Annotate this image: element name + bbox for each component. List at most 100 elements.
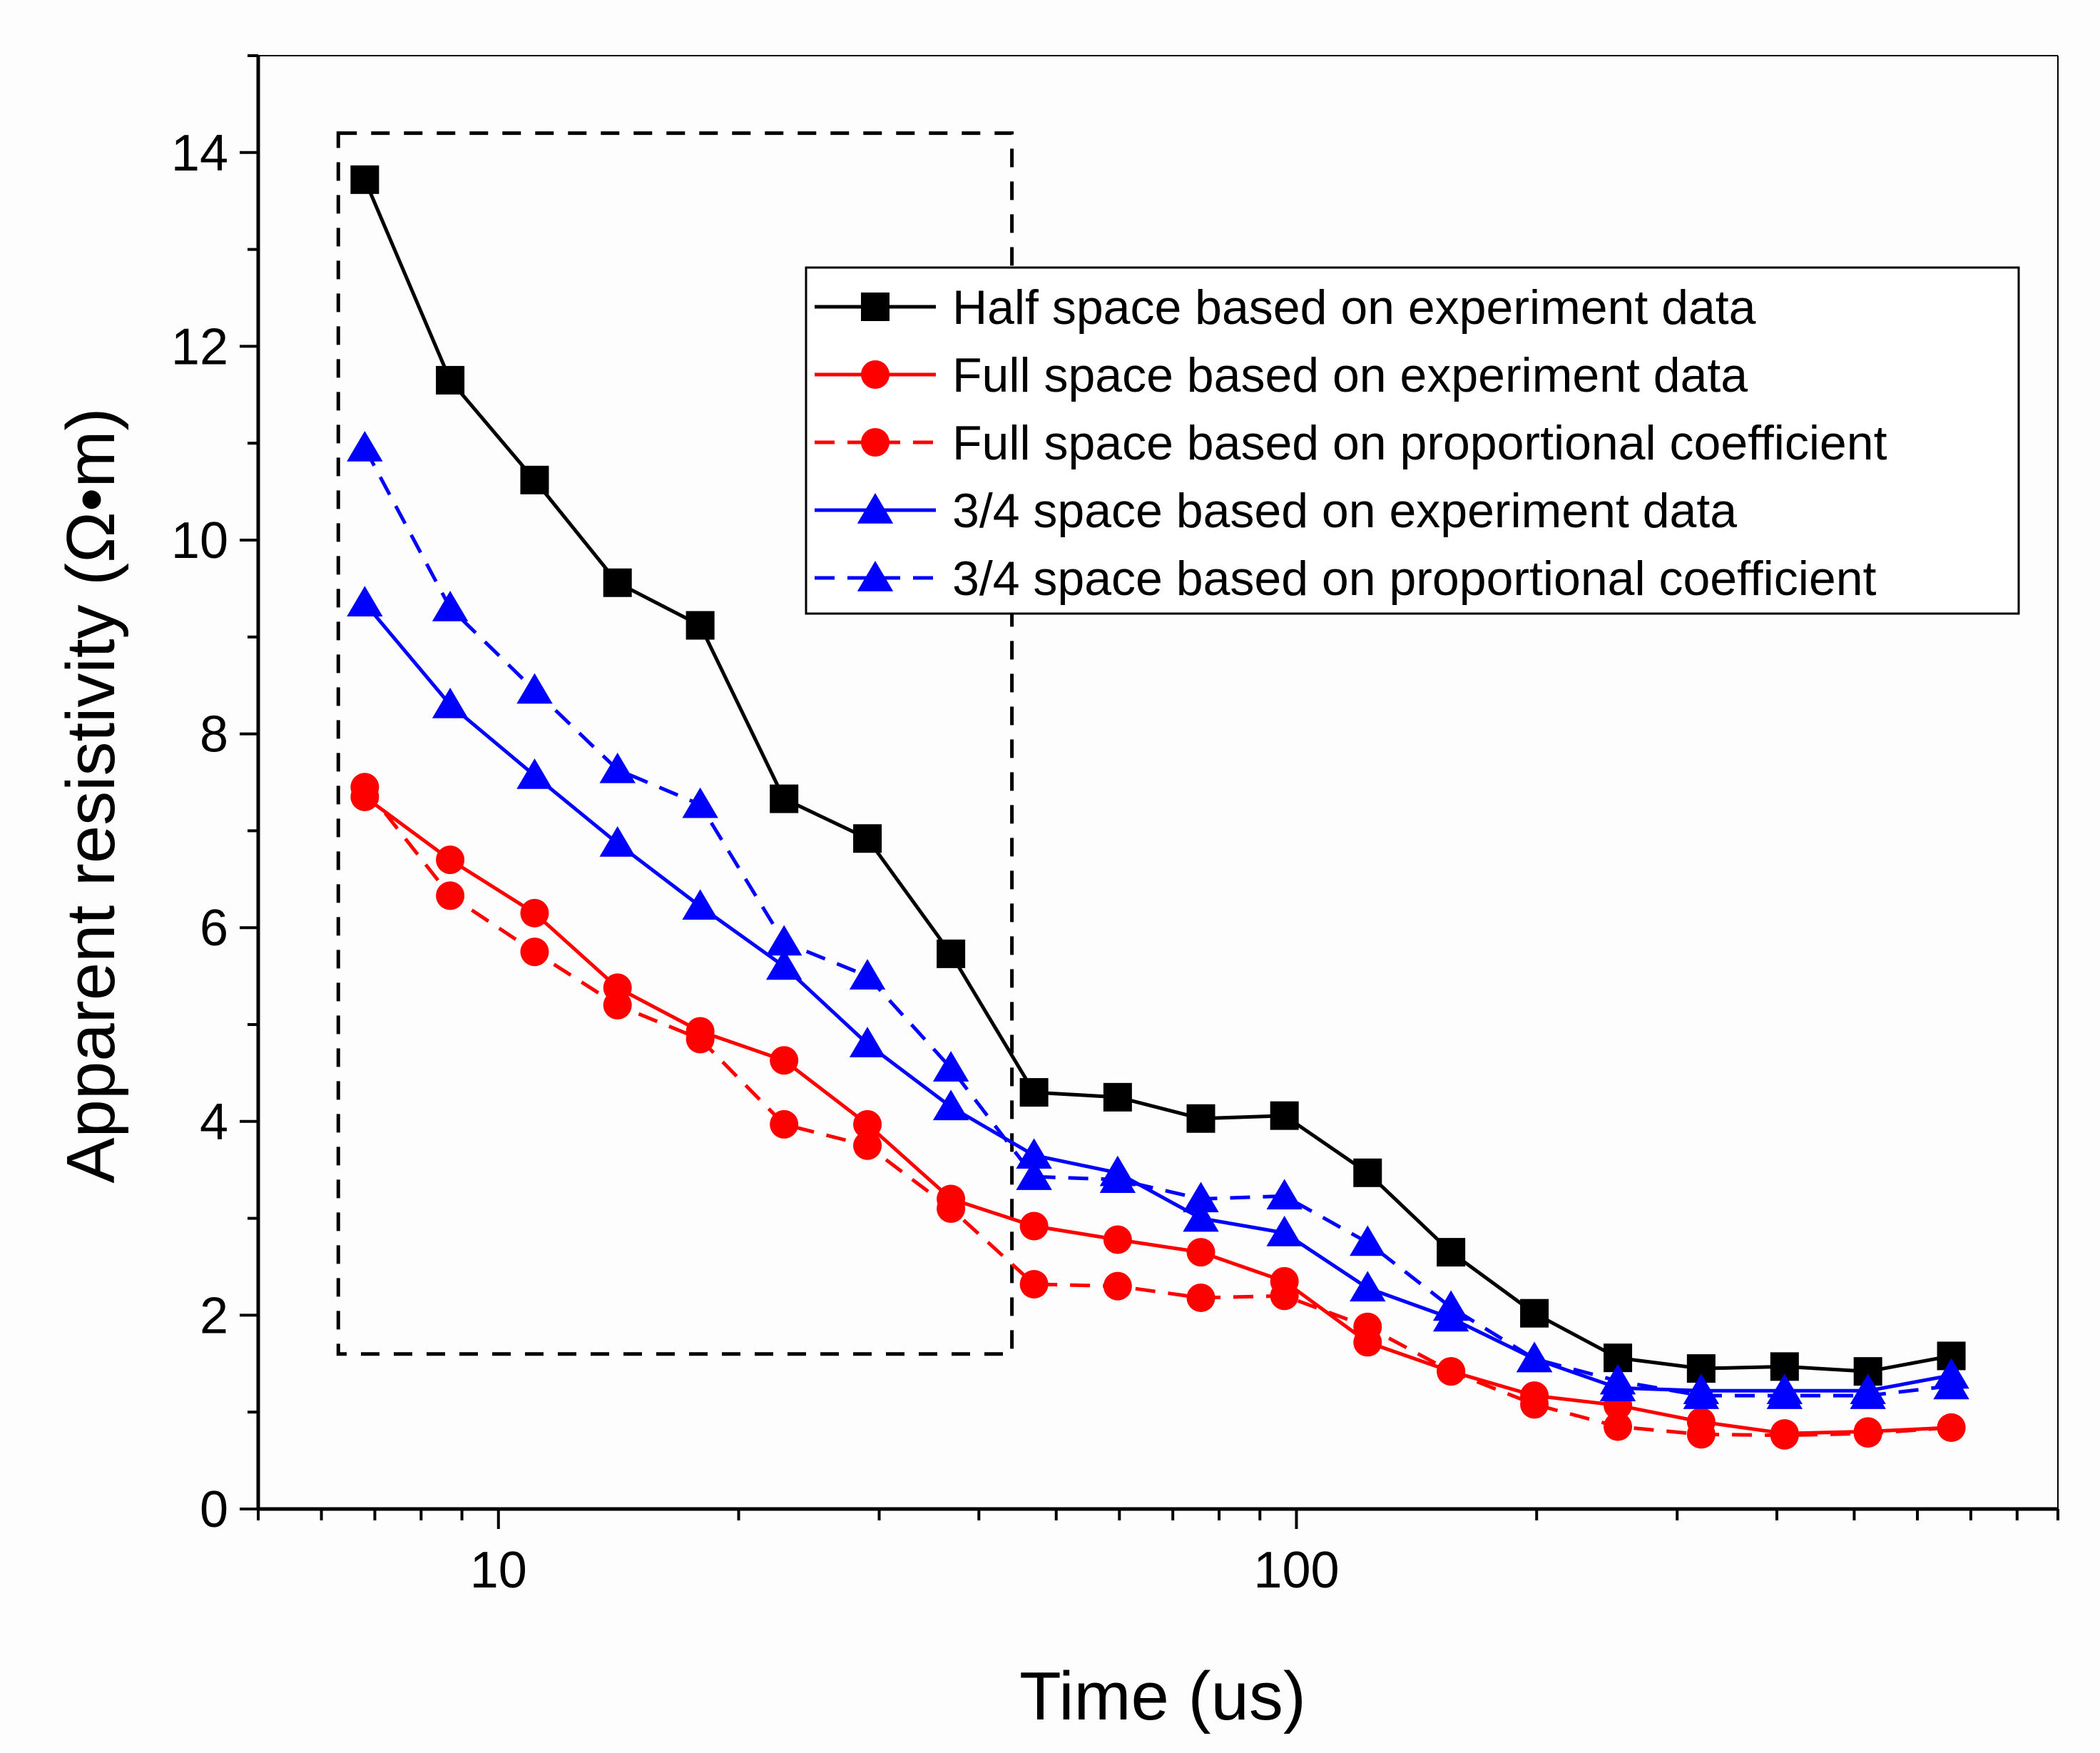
highlight-box-layer	[336, 131, 1014, 1356]
data-point-circle	[853, 1131, 882, 1160]
data-point-circle	[853, 1109, 882, 1139]
legend-label: Full space based on experiment data	[952, 348, 1748, 402]
data-point-triangle	[1183, 1182, 1219, 1213]
data-point-triangle	[1016, 1159, 1052, 1190]
y-tick-label: 2	[200, 1287, 228, 1344]
data-point-circle	[520, 898, 549, 928]
data-point-triangle	[932, 1089, 969, 1121]
data-point-square	[861, 293, 890, 321]
y-tick-label: 6	[200, 900, 228, 957]
legend-label: 3/4 space based on experiment data	[952, 484, 1737, 538]
data-point-circle	[1103, 1271, 1132, 1301]
data-point-triangle	[1933, 1368, 1969, 1400]
data-point-triangle	[932, 1051, 969, 1082]
data-point-circle	[937, 1194, 966, 1224]
data-point-circle	[1437, 1357, 1466, 1386]
data-point-square	[1019, 1078, 1049, 1107]
data-point-triangle	[599, 826, 636, 857]
data-point-square	[770, 784, 799, 813]
data-point-circle	[1770, 1421, 1799, 1450]
data-point-circle	[1186, 1238, 1215, 1267]
legend-entry: 3/4 space based on proportional coeffici…	[815, 552, 1877, 606]
data-point-square	[853, 824, 882, 853]
data-point-square	[1270, 1101, 1299, 1130]
data-point-triangle	[1683, 1378, 1720, 1409]
data-point-triangle	[682, 889, 718, 920]
data-point-circle	[861, 428, 890, 457]
legend-label: Half space based on experiment data	[952, 280, 1756, 335]
legend-entry: Half space based on experiment data	[815, 280, 1756, 335]
data-point-triangle	[1350, 1225, 1386, 1256]
y-axis-title: Apparent resistivity (Ω•m)	[53, 408, 129, 1184]
data-point-circle	[1520, 1390, 1549, 1419]
data-point-triangle	[765, 925, 802, 956]
data-point-circle	[1103, 1225, 1132, 1254]
data-point-triangle	[1266, 1179, 1303, 1210]
y-tick-label: 0	[200, 1481, 228, 1538]
data-point-square	[937, 939, 966, 968]
data-point-triangle	[1516, 1341, 1553, 1373]
data-point-triangle	[599, 752, 636, 783]
data-point-circle	[1686, 1420, 1716, 1449]
data-point-triangle	[432, 591, 469, 621]
x-tick-label: 10	[470, 1542, 527, 1599]
y-tick-label: 4	[200, 1094, 228, 1151]
data-point-circle	[603, 990, 632, 1020]
data-point-triangle	[1850, 1378, 1886, 1409]
legend-label: Full space based on proportional coeffic…	[952, 416, 1887, 470]
data-point-triangle	[1432, 1290, 1469, 1321]
data-point-square	[436, 365, 465, 395]
y-tick-label: 10	[171, 512, 228, 569]
data-point-circle	[685, 1025, 715, 1054]
data-point-triangle	[682, 787, 718, 818]
data-point-triangle	[1766, 1378, 1803, 1409]
x-tick-label: 100	[1253, 1542, 1339, 1599]
data-point-circle	[770, 1046, 799, 1075]
legend-entry: Full space based on experiment data	[815, 348, 1748, 402]
data-point-circle	[1270, 1281, 1299, 1311]
data-point-circle	[1019, 1211, 1049, 1241]
data-point-triangle	[516, 673, 553, 704]
y-tick-label: 8	[200, 706, 228, 763]
series-3	[350, 773, 1966, 1450]
dashed-highlight-box	[336, 131, 1014, 1356]
data-point-square	[520, 465, 549, 494]
data-point-circle	[1604, 1412, 1633, 1441]
data-point-circle	[1853, 1419, 1882, 1448]
series-layer	[347, 165, 1969, 1450]
data-point-square	[350, 165, 379, 194]
data-point-circle	[1186, 1283, 1215, 1312]
y-tick-label: 12	[171, 318, 228, 375]
data-point-circle	[350, 773, 379, 802]
data-point-triangle	[765, 949, 802, 980]
series-1	[350, 165, 1966, 1386]
legend-label: 3/4 space based on proportional coeffici…	[952, 552, 1877, 606]
data-point-triangle	[849, 1027, 886, 1057]
data-point-square	[1353, 1158, 1382, 1187]
data-point-triangle	[432, 687, 469, 718]
data-point-circle	[1019, 1269, 1049, 1299]
series-5	[347, 430, 1969, 1409]
legend-entry: Full space based on proportional coeffic…	[815, 416, 1887, 470]
y-tick-label: 14	[171, 125, 228, 182]
data-point-triangle	[1099, 1162, 1136, 1193]
data-point-circle	[861, 360, 890, 389]
legend-box	[805, 266, 2020, 615]
data-point-triangle	[347, 586, 383, 616]
data-point-triangle	[849, 959, 886, 990]
data-point-triangle	[1350, 1271, 1386, 1302]
data-point-circle	[1353, 1312, 1382, 1341]
data-point-triangle	[516, 758, 553, 789]
data-point-circle	[770, 1109, 799, 1139]
data-point-triangle	[1599, 1363, 1636, 1395]
data-point-circle	[436, 845, 465, 875]
data-point-square	[603, 568, 632, 597]
data-point-triangle	[1016, 1138, 1052, 1169]
data-point-square	[1186, 1104, 1215, 1133]
data-point-square	[685, 611, 715, 640]
data-point-triangle	[347, 430, 383, 462]
axes-layer: 0 2 4 6 8 10 12 14 10 100	[171, 54, 2059, 1599]
